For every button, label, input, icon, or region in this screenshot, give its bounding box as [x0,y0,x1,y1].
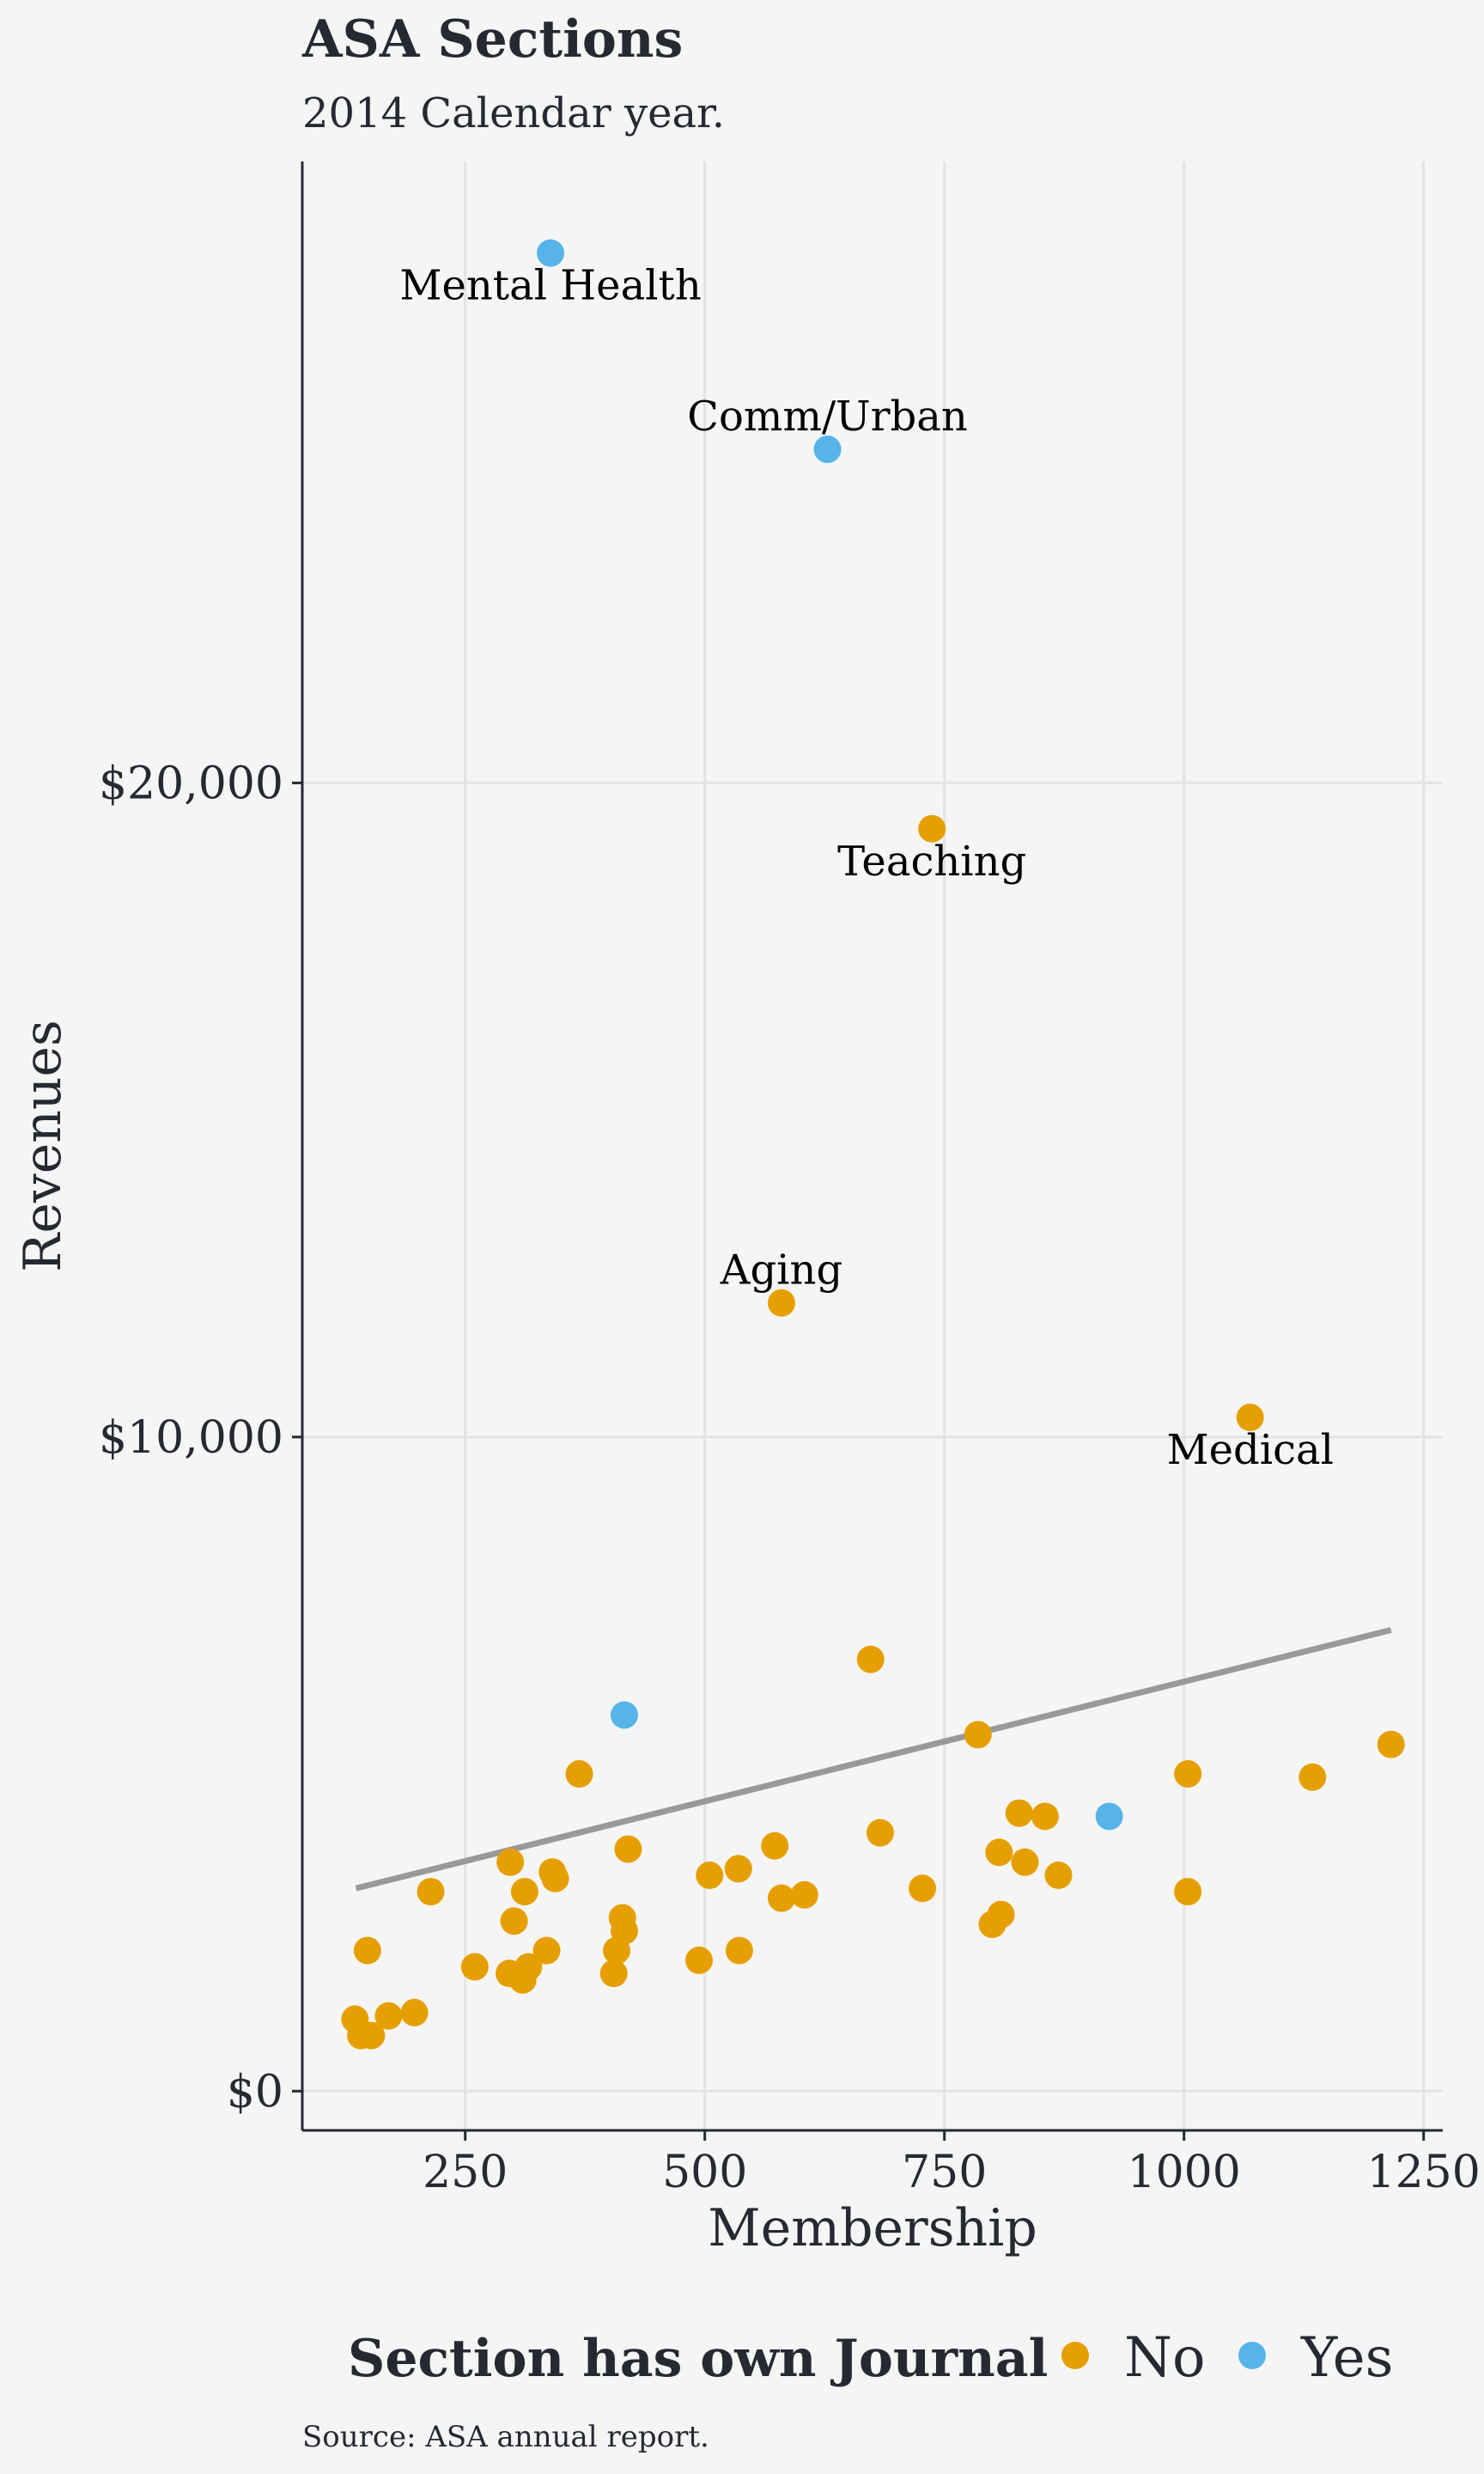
data-point-no [767,1289,795,1317]
data-point-no [856,1645,885,1673]
trend-line-group [355,1627,1392,1892]
data-point-no [696,1862,724,1890]
data-point-no [508,1965,537,1994]
y-tick-label: $20,000 [99,758,283,809]
y-axis-title: Revenues [13,1020,73,1272]
tick-labels: 250 500 750 1000 1250 $0 $10,000 $20,000 [99,758,1481,2198]
data-point-no [767,1884,795,1912]
x-axis-title: Membership [708,2198,1037,2258]
data-point-no [725,1936,753,1965]
caption: Source: ASA annual report. [302,2420,709,2454]
data-point-no [761,1831,789,1860]
data-point-no [1236,1404,1264,1432]
data-point-no [1005,1799,1033,1827]
data-point-no [357,2021,386,2050]
data-point-no [532,1936,561,1965]
x-tick-label: 750 [902,2147,987,2198]
data-point-yes [1095,1802,1123,1831]
data-point-no [400,1998,429,2026]
grid-lines [302,161,1443,2130]
chart-subtitle: 2014 Calendar year. [302,89,725,137]
data-point-no [510,1878,538,1906]
data-point-no [1174,1760,1202,1788]
y-tick-label: $0 [227,2066,283,2118]
data-point-no [1298,1763,1327,1791]
data-points [341,239,1405,2050]
data-point-yes [537,239,565,267]
data-point-no [964,1721,992,1749]
legend-label-yes: Yes [1300,2326,1393,2390]
data-point-no [724,1855,752,1883]
x-tick-label: 250 [423,2147,508,2198]
legend-label-no: No [1124,2326,1206,2390]
data-point-no [1377,1730,1405,1758]
data-point-no [909,1874,937,1903]
data-point-no [866,1819,894,1847]
legend: Section has own Journal No Yes [348,2326,1393,2390]
data-point-no [985,1838,1013,1867]
point-annotation: Teaching [837,838,1026,886]
point-annotation: Medical [1166,1426,1333,1474]
data-point-no [599,1959,628,1988]
data-point-no [614,1835,642,1863]
annotations: Mental Health Comm/Urban Teaching Aging Medi… [399,262,1334,1474]
x-tick-label: 1000 [1128,2147,1241,2198]
data-point-no [374,2002,403,2030]
data-point-no [603,1936,631,1965]
data-point-no [1011,1848,1039,1876]
data-point-yes [813,436,842,464]
data-point-no [1174,1878,1202,1906]
data-point-yes [610,1701,638,1729]
point-annotation: Comm/Urban [687,393,967,441]
data-point-no [790,1880,818,1909]
point-annotation: Aging [720,1246,842,1295]
data-point-no [565,1760,593,1788]
x-tick-label: 500 [662,2147,747,2198]
legend-swatch-no [1061,2342,1089,2369]
data-point-no [460,1953,489,1981]
legend-swatch-yes [1238,2342,1266,2369]
data-point-no [496,1848,525,1876]
data-point-no [918,814,946,843]
data-point-no [978,1910,1007,1939]
data-point-no [500,1907,528,1935]
data-point-no [541,1864,569,1892]
axes [292,161,1443,2141]
legend-title: Section has own Journal [348,2329,1048,2389]
data-point-no [1044,1862,1073,1890]
data-point-no [353,1936,381,1965]
chart-title: ASA Sections [301,9,683,70]
data-point-no [1031,1802,1059,1831]
data-point-no [417,1878,445,1906]
data-point-no [685,1947,714,1975]
point-annotation: Mental Health [399,262,701,310]
trend-line [355,1627,1392,1892]
x-tick-label: 1250 [1367,2147,1481,2198]
y-tick-label: $10,000 [99,1412,283,1464]
